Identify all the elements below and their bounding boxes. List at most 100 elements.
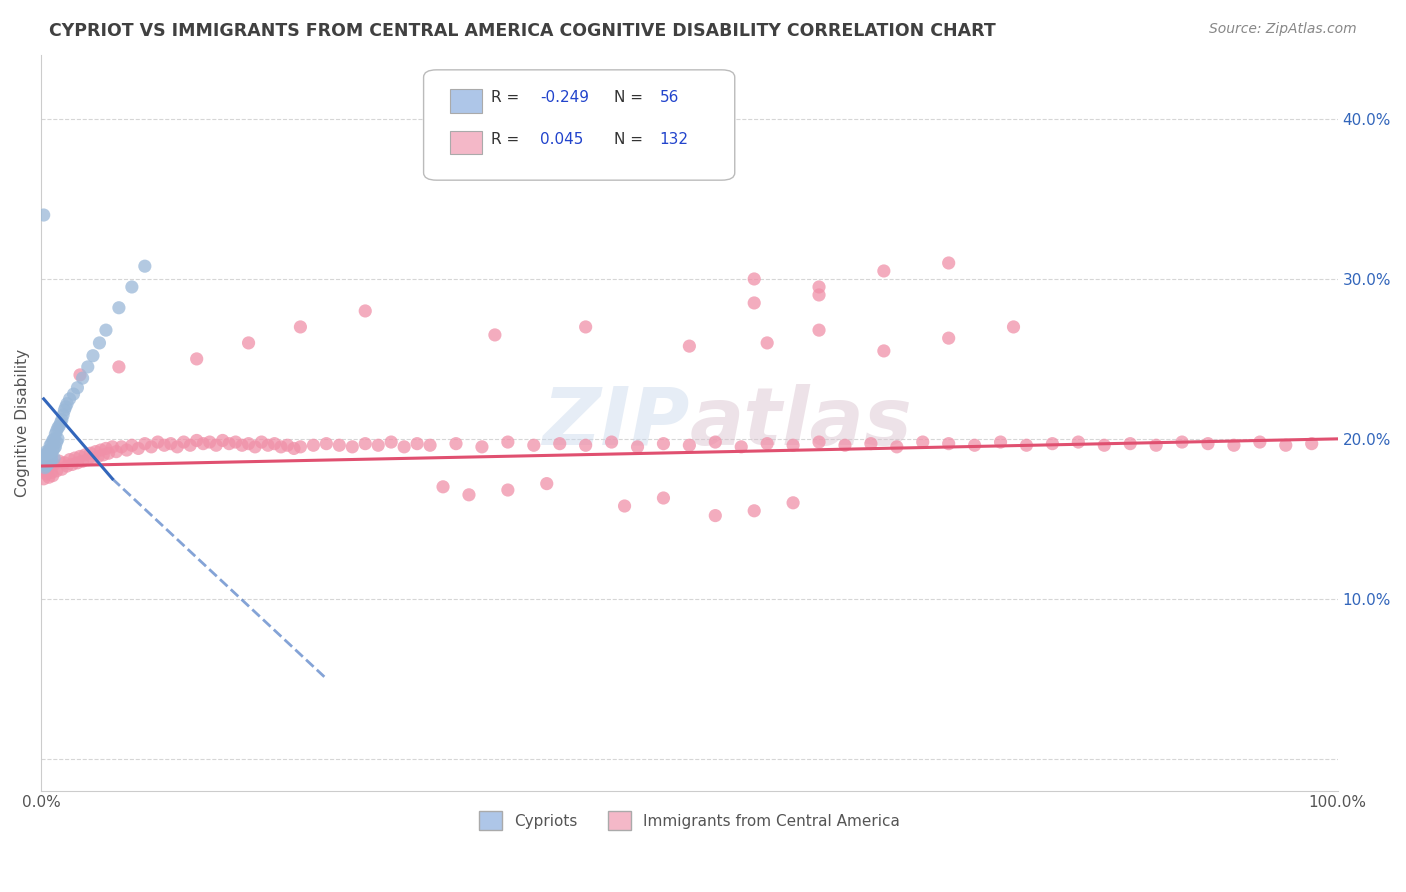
- Point: [34, 456, 56, 470]
- Point: [496, 435, 519, 450]
- Point: [342, 440, 364, 454]
- Point: [1274, 438, 1296, 452]
- Point: [283, 442, 305, 456]
- Point: [600, 435, 623, 450]
- Point: [250, 435, 273, 450]
- Point: [37, 446, 59, 460]
- Point: [76, 359, 98, 374]
- Text: N =: N =: [614, 132, 648, 147]
- Point: [380, 435, 402, 450]
- Y-axis label: Cognitive Disability: Cognitive Disability: [15, 349, 30, 497]
- Point: [484, 327, 506, 342]
- Point: [90, 443, 112, 458]
- Point: [48, 454, 70, 468]
- Point: [39, 438, 62, 452]
- Point: [134, 436, 156, 450]
- Point: [808, 435, 831, 450]
- Point: [55, 400, 77, 414]
- Point: [938, 256, 960, 270]
- Point: [41, 448, 63, 462]
- Point: [186, 351, 208, 366]
- Point: [238, 335, 260, 350]
- Point: [742, 296, 765, 310]
- Point: [45, 435, 67, 450]
- Point: [38, 470, 60, 484]
- Point: [53, 456, 76, 470]
- Point: [243, 440, 266, 454]
- Point: [45, 464, 67, 478]
- Point: [34, 464, 56, 478]
- Point: [72, 454, 94, 468]
- Point: [32, 208, 55, 222]
- Point: [38, 443, 60, 458]
- Point: [37, 458, 59, 472]
- Point: [37, 448, 59, 462]
- Point: [84, 444, 107, 458]
- Point: [94, 323, 117, 337]
- Point: [742, 504, 765, 518]
- Point: [225, 435, 247, 450]
- Point: [193, 436, 215, 450]
- Point: [51, 412, 73, 426]
- Point: [231, 438, 253, 452]
- Legend: Cypriots, Immigrants from Central America: Cypriots, Immigrants from Central Americ…: [472, 805, 905, 836]
- Point: [44, 440, 66, 454]
- Point: [62, 387, 84, 401]
- Point: [110, 440, 132, 454]
- Point: [66, 456, 89, 470]
- Text: Source: ZipAtlas.com: Source: ZipAtlas.com: [1209, 22, 1357, 37]
- Point: [938, 331, 960, 345]
- Text: R =: R =: [491, 132, 524, 147]
- FancyBboxPatch shape: [423, 70, 735, 180]
- Point: [108, 359, 131, 374]
- Point: [1249, 435, 1271, 450]
- Point: [756, 335, 779, 350]
- Point: [121, 280, 143, 294]
- Point: [873, 343, 896, 358]
- Point: [42, 443, 65, 458]
- Point: [35, 444, 58, 458]
- Point: [290, 320, 312, 334]
- Point: [38, 456, 60, 470]
- Point: [1223, 438, 1246, 452]
- Point: [205, 438, 228, 452]
- Point: [218, 436, 240, 450]
- Point: [42, 458, 65, 472]
- Point: [704, 435, 727, 450]
- Point: [1119, 436, 1142, 450]
- Point: [42, 450, 65, 465]
- Point: [834, 438, 856, 452]
- Text: 0.045: 0.045: [540, 132, 583, 147]
- Point: [101, 440, 124, 454]
- Point: [87, 450, 110, 464]
- Point: [1042, 436, 1064, 450]
- Point: [652, 436, 675, 450]
- Point: [42, 468, 65, 483]
- Point: [302, 438, 325, 452]
- Point: [354, 304, 377, 318]
- Point: [886, 440, 908, 454]
- Point: [82, 349, 104, 363]
- Point: [34, 448, 56, 462]
- Point: [75, 448, 97, 462]
- Point: [211, 434, 233, 448]
- Point: [523, 438, 546, 452]
- Point: [41, 466, 63, 480]
- Point: [575, 438, 598, 452]
- Point: [35, 450, 58, 464]
- Point: [48, 419, 70, 434]
- Point: [808, 280, 831, 294]
- Point: [756, 436, 779, 450]
- Point: [444, 436, 467, 450]
- Text: 132: 132: [659, 132, 689, 147]
- Point: [1067, 435, 1090, 450]
- Point: [354, 436, 377, 450]
- Point: [56, 397, 79, 411]
- Point: [82, 450, 104, 465]
- Point: [367, 438, 389, 452]
- Point: [782, 496, 804, 510]
- Text: atlas: atlas: [689, 384, 912, 462]
- Point: [108, 301, 131, 315]
- Point: [1144, 438, 1167, 452]
- Point: [79, 446, 101, 460]
